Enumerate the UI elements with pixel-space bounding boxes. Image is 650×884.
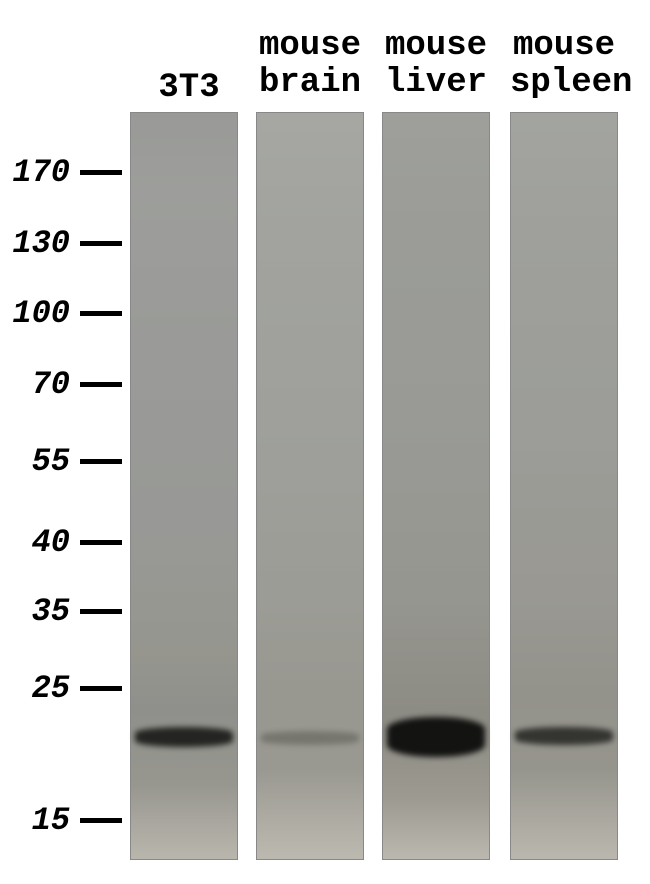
mw-tick-100 xyxy=(80,311,122,316)
mw-label-170: 170 xyxy=(12,154,70,191)
mw-label-70: 70 xyxy=(32,366,70,403)
mw-label-100: 100 xyxy=(12,295,70,332)
band-mouse-liver xyxy=(387,717,485,757)
lane-3t3 xyxy=(130,112,238,860)
mw-tick-55 xyxy=(80,459,122,464)
mw-label-55: 55 xyxy=(32,443,70,480)
lane-mouse-liver xyxy=(382,112,490,860)
mw-label-35: 35 xyxy=(32,593,70,630)
mw-tick-25 xyxy=(80,686,122,691)
mw-tick-130 xyxy=(80,241,122,246)
mw-label-130: 130 xyxy=(12,225,70,262)
lane-label-1: mouse brain xyxy=(256,28,364,103)
mw-label-15: 15 xyxy=(32,802,70,839)
lane-label-0: 3T3 xyxy=(135,70,243,107)
mw-tick-15 xyxy=(80,818,122,823)
mw-tick-170 xyxy=(80,170,122,175)
lane-mouse-brain xyxy=(256,112,364,860)
band-mouse-spleen xyxy=(515,727,613,745)
lane-label-3: mouse spleen xyxy=(510,28,618,103)
mw-tick-70 xyxy=(80,382,122,387)
lane-label-2: mouse liver xyxy=(382,28,490,103)
mw-label-25: 25 xyxy=(32,670,70,707)
blot-figure: 3T3 mouse brain mouse liver mouse spleen… xyxy=(0,0,650,884)
lane-mouse-spleen xyxy=(510,112,618,860)
band-3t3 xyxy=(135,727,233,747)
mw-tick-40 xyxy=(80,540,122,545)
band-mouse-brain xyxy=(261,731,359,745)
mw-label-40: 40 xyxy=(32,524,70,561)
mw-tick-35 xyxy=(80,609,122,614)
